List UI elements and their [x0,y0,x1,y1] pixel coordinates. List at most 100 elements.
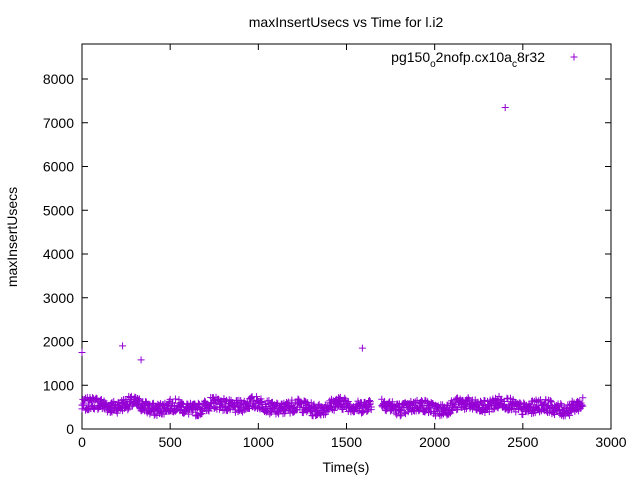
data-point [358,408,366,416]
x-tick-label: 1000 [243,434,274,450]
data-point [365,396,373,404]
data-point [381,406,389,414]
legend-entry-label: pg150o2nofp.cx10ac8r32 [391,49,545,70]
data-point [185,410,193,418]
y-tick-label: 0 [66,421,74,437]
data-point [387,406,395,414]
data-point [388,398,396,406]
data-point [238,408,246,416]
data-point [322,408,330,416]
data-point [492,394,500,402]
data-point [409,403,417,411]
data-point-outlier [78,348,86,356]
data-point-outlier [119,342,127,350]
data-point [453,406,461,414]
data-point [88,399,96,407]
data-point [566,411,574,419]
y-tick-label: 7000 [43,115,74,131]
x-axis: 0 500 1000 1500 2000 2500 3000 [78,44,627,450]
x-tick-label: 500 [158,434,182,450]
data-point [547,398,555,406]
data-point [206,403,214,411]
data-point [204,404,212,412]
data-point [536,408,544,416]
data-point [240,406,248,414]
data-point [110,397,118,405]
data-point [573,406,581,414]
data-point [490,405,498,413]
plot-frame [81,43,612,430]
y-axis: 0 1000 2000 3000 4000 5000 6000 7000 8000 [43,71,611,437]
data-point-outlier [501,103,509,111]
data-point [294,395,302,403]
data-point [108,408,116,416]
data-point [330,406,338,414]
data-point [151,410,159,418]
x-tick-label: 3000 [595,434,626,450]
data-point [108,399,116,407]
data-point [430,408,438,416]
data-point [300,397,308,405]
legend-marker-symbol [570,53,578,61]
data-point [481,408,489,416]
data-point [97,396,105,404]
data-point [273,399,281,407]
y-tick-label: 2000 [43,334,74,350]
data-point [171,395,179,403]
data-points [78,103,587,420]
data-point [391,404,399,412]
data-point [284,398,292,406]
data-point [557,400,565,408]
data-point [396,412,404,420]
data-point [258,399,266,407]
data-point [135,395,143,403]
data-point [113,409,121,417]
y-axis-label: maxInsertUsecs [4,187,20,287]
x-tick-label: 1500 [331,434,362,450]
data-point [410,398,418,406]
legend: pg150o2nofp.cx10ac8r32 [391,49,578,70]
data-point [134,397,142,405]
x-tick-label: 0 [78,434,86,450]
y-tick-label: 4000 [43,246,74,262]
data-point [524,408,532,416]
data-point [230,402,238,410]
x-tick-label: 2500 [507,434,538,450]
data-point-outlier [137,356,145,364]
data-point [344,398,352,406]
x-axis-label: Time(s) [323,459,370,475]
y-tick-label: 8000 [43,71,74,87]
data-point [433,403,441,411]
data-point [367,406,375,414]
x-tick-label: 2000 [419,434,450,450]
y-tick-label: 3000 [43,290,74,306]
data-point [464,395,472,403]
y-tick-label: 1000 [43,377,74,393]
legend-marker [570,53,578,61]
data-point [535,397,543,405]
data-point [443,401,451,409]
data-point [78,405,86,413]
data-point [257,395,265,403]
data-point [579,402,587,410]
data-point [401,409,409,417]
data-point [364,407,372,415]
data-point [579,394,587,402]
data-point [546,396,554,404]
data-point [577,403,585,411]
data-point [288,396,296,404]
data-point [366,400,374,408]
data-point-outlier [358,344,366,352]
y-tick-label: 6000 [43,159,74,175]
data-point [449,402,457,410]
data-point [336,393,344,401]
data-point [82,394,90,402]
data-point [195,400,203,408]
chart-title: maxInsertUsecs vs Time for l.i2 [249,14,444,30]
data-point [275,408,283,416]
data-point [339,401,347,409]
data-point [268,408,276,416]
data-point [118,397,126,405]
data-point [454,405,462,413]
